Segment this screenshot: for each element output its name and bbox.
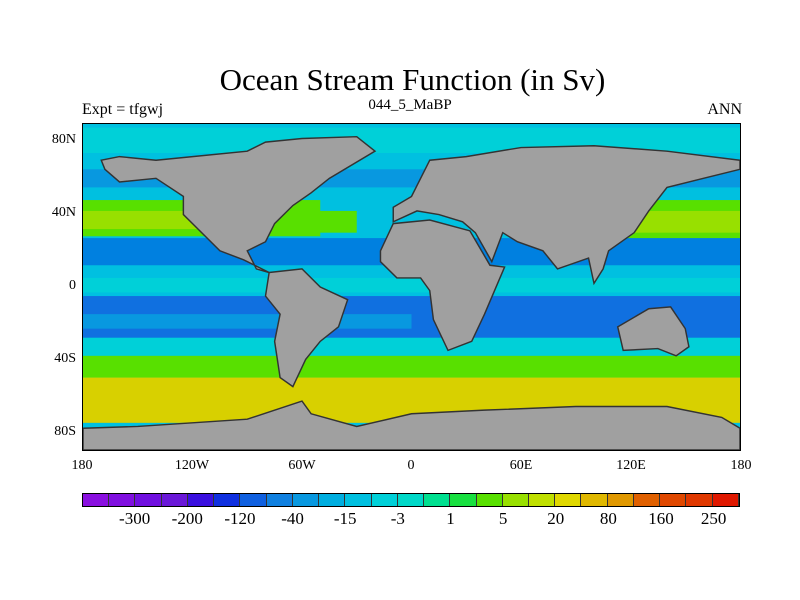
x-tick-label: 60E xyxy=(509,458,533,473)
colorbar-label: -300 xyxy=(119,509,151,528)
band xyxy=(83,314,412,329)
colorbar-box xyxy=(581,494,608,506)
colorbar-box xyxy=(397,494,425,506)
colorbar-box xyxy=(345,494,372,506)
colorbar-box xyxy=(660,494,687,506)
colorbar-box xyxy=(528,494,556,506)
north-america xyxy=(100,135,377,274)
eurasia xyxy=(392,145,740,286)
south-america xyxy=(264,268,349,388)
band xyxy=(83,355,740,378)
colorbar-box xyxy=(214,494,241,506)
y-tick-label: 40N xyxy=(51,205,76,220)
colorbar-label: 20 xyxy=(547,509,565,528)
x-tick-label: 180 xyxy=(730,458,752,473)
colorbar-label: -15 xyxy=(333,509,357,528)
colorbar-label: -200 xyxy=(171,509,203,528)
colorbar-box xyxy=(712,494,739,506)
colorbar-box xyxy=(686,494,713,506)
colorbar-label: -40 xyxy=(281,509,304,528)
colorbar-box xyxy=(187,494,215,506)
season-label: ANN xyxy=(707,101,742,118)
map-panel xyxy=(82,123,741,451)
continents xyxy=(83,135,740,450)
colorbar-label: 250 xyxy=(700,509,727,528)
colorbar-box xyxy=(633,494,661,506)
colorbar-box xyxy=(83,494,110,506)
colorbar-label: 160 xyxy=(648,509,674,528)
colorbar-box xyxy=(502,494,529,506)
colorbar-box xyxy=(266,494,293,506)
colorbar-box xyxy=(476,494,503,506)
colorbar-box xyxy=(109,494,136,506)
x-tick-label: 180 xyxy=(71,458,93,473)
x-tick-label: 0 xyxy=(407,458,415,473)
colorbar-box xyxy=(292,494,320,506)
colorbar-box xyxy=(371,494,398,506)
band xyxy=(83,337,740,356)
australia xyxy=(616,306,690,357)
case-label: 044_5_MaBP xyxy=(368,97,452,113)
band xyxy=(265,210,357,233)
y-tick-label: 0 xyxy=(69,278,76,293)
colorbar-box xyxy=(135,494,162,506)
y-tick-label: 40S xyxy=(54,351,76,366)
x-tick-label: 120E xyxy=(616,458,646,473)
x-tick-label: 120W xyxy=(174,458,210,473)
colorbar-box xyxy=(424,494,451,506)
experiment-label: Expt = tfgwj xyxy=(82,101,164,118)
colorbar-box xyxy=(450,494,477,506)
colorbar-box xyxy=(607,494,634,506)
band xyxy=(83,277,740,293)
y-tick-label: 80N xyxy=(51,132,76,147)
colorbar-label: 5 xyxy=(498,509,508,528)
colorbar-box xyxy=(161,494,188,506)
antarctica xyxy=(83,400,740,450)
colorbar-box xyxy=(555,494,582,506)
y-tick-label: 80S xyxy=(54,424,76,439)
colorbar-label: -120 xyxy=(224,509,256,528)
colorbar-label: -3 xyxy=(390,509,405,528)
colorbar-label: 1 xyxy=(446,509,455,528)
africa xyxy=(379,219,506,352)
colorbar xyxy=(82,493,740,507)
colorbar-box xyxy=(319,494,346,506)
colorbar-label: 80 xyxy=(599,509,617,528)
x-tick-label: 60W xyxy=(288,458,316,473)
colorbar-box xyxy=(240,494,267,506)
plot-title: Ocean Stream Function (in Sv) xyxy=(219,62,606,97)
